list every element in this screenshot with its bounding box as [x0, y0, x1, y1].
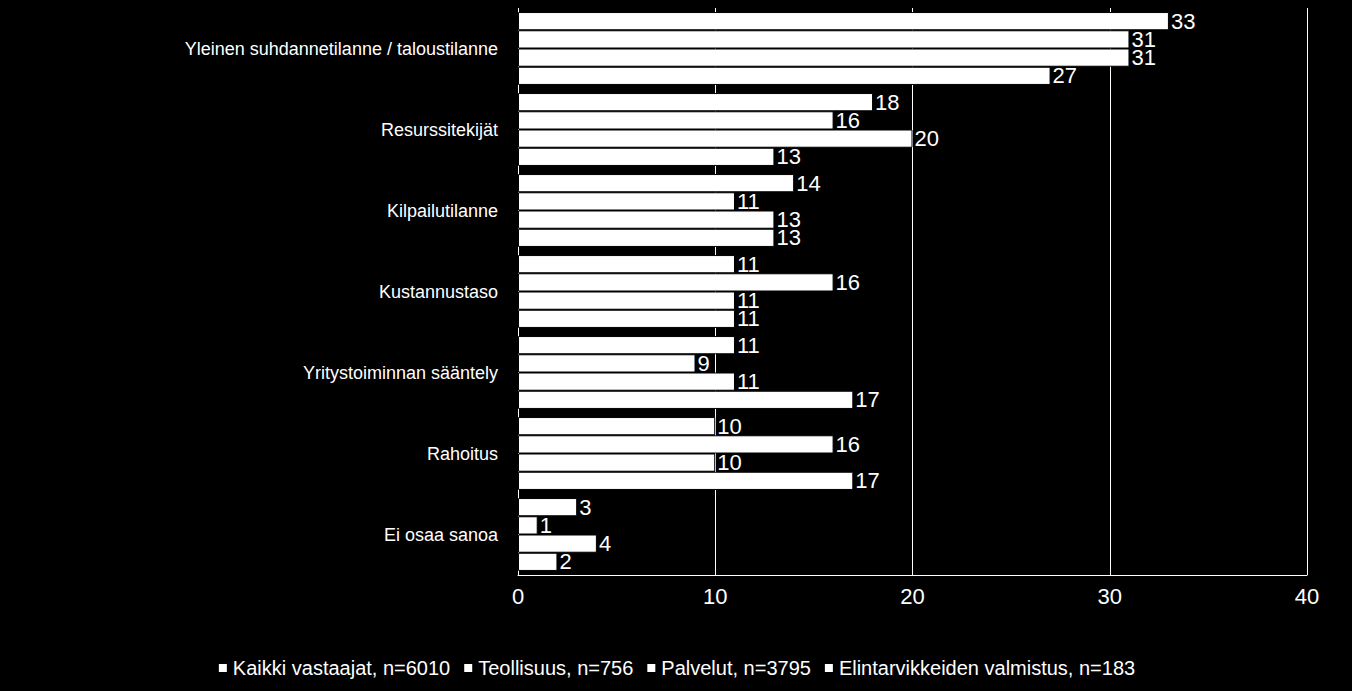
svg-text:13: 13	[776, 207, 801, 233]
svg-text:20: 20	[900, 584, 924, 609]
svg-text:11: 11	[737, 369, 760, 394]
svg-text:Kustannustaso: Kustannustaso	[379, 282, 498, 302]
svg-text:18: 18	[875, 90, 899, 115]
svg-text:9: 9	[698, 351, 710, 376]
svg-text:11: 11	[737, 333, 760, 358]
svg-text:0: 0	[512, 584, 524, 609]
svg-text:11: 11	[737, 306, 760, 331]
svg-text:40: 40	[1295, 584, 1319, 609]
svg-text:17: 17	[855, 468, 879, 493]
svg-text:11: 11	[737, 288, 760, 314]
svg-text:10: 10	[717, 414, 741, 439]
svg-text:16: 16	[836, 270, 860, 295]
svg-text:16: 16	[836, 432, 860, 457]
svg-text:Yleinen suhdannetilanne / talo: Yleinen suhdannetilanne / taloustilanne	[185, 39, 498, 59]
svg-text:Rahoitus: Rahoitus	[427, 444, 498, 464]
svg-text:13: 13	[776, 144, 800, 169]
svg-text:3: 3	[579, 495, 591, 520]
svg-text:4: 4	[599, 531, 611, 556]
svg-text:Teollisuus, n=756: Teollisuus, n=756	[478, 657, 633, 679]
svg-text:10: 10	[703, 584, 727, 609]
svg-text:10: 10	[717, 450, 741, 475]
svg-text:Yritystoiminnan sääntely: Yritystoiminnan sääntely	[303, 363, 498, 383]
svg-text:Resurssitekijät: Resurssitekijät	[381, 120, 498, 140]
svg-text:1: 1	[540, 513, 552, 538]
svg-text:Kaikki vastaajat, n=6010: Kaikki vastaajat, n=6010	[233, 657, 450, 679]
svg-text:2: 2	[559, 549, 571, 574]
svg-text:33: 33	[1171, 9, 1195, 34]
svg-text:20: 20	[915, 126, 939, 151]
svg-text:Ei osaa sanoa: Ei osaa sanoa	[384, 525, 499, 545]
svg-text:31: 31	[1131, 45, 1155, 70]
svg-text:16: 16	[836, 108, 860, 133]
svg-text:Elintarvikkeiden valmistus, n=: Elintarvikkeiden valmistus, n=183	[839, 657, 1135, 679]
svg-text:11: 11	[737, 189, 760, 214]
svg-text:17: 17	[855, 387, 879, 412]
svg-text:Palvelut, n=3795: Palvelut, n=3795	[661, 657, 811, 679]
svg-text:11: 11	[737, 252, 760, 277]
svg-text:14: 14	[796, 171, 820, 196]
svg-text:27: 27	[1053, 63, 1077, 88]
svg-text:30: 30	[1098, 584, 1122, 609]
svg-text:13: 13	[776, 225, 800, 250]
svg-text:Kilpailutilanne: Kilpailutilanne	[387, 201, 498, 221]
svg-text:31: 31	[1131, 26, 1156, 52]
